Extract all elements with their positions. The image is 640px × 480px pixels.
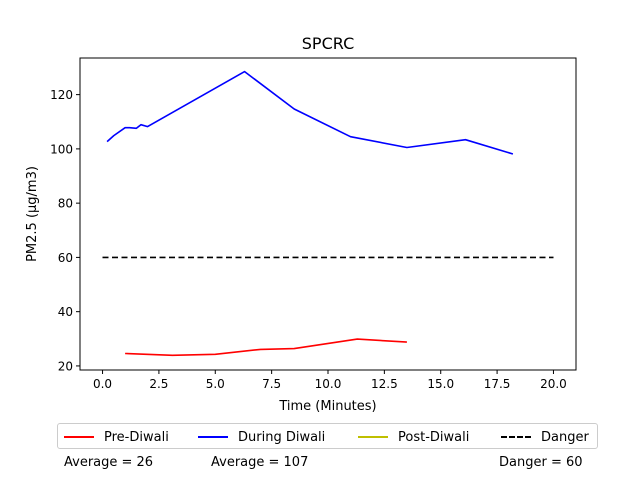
during-diwali-average-text: Average = 107: [211, 455, 309, 470]
x-tick-label: 15.0: [427, 377, 454, 391]
y-tick-label: 60: [58, 251, 73, 265]
plot-area: 0.0 2.5 5.0 7.5 10.0 12.5 15.0 17.5 20.0 20 40 60 80…: [50, 57, 577, 391]
legend-item-post-diwali: Post-Diwali: [358, 427, 469, 447]
legend-label-danger: Danger: [541, 429, 589, 445]
legend-swatch-post-diwali: [358, 436, 388, 438]
x-tick-label: 17.5: [484, 377, 511, 391]
y-tick-label: 120: [50, 88, 73, 102]
x-tick-label: 12.5: [371, 377, 398, 391]
pre-diwali-average-text: Average = 26: [64, 455, 154, 470]
axes-frame: [79, 57, 577, 371]
x-axis-label: Time (Minutes): [278, 399, 376, 414]
x-tick-label: 0.0: [93, 377, 112, 391]
x-tick-label: 10.0: [315, 377, 342, 391]
series-line-during-diwali: [106, 70, 514, 155]
legend-item-danger: Danger: [501, 427, 589, 447]
x-tick-label: 20.0: [540, 377, 567, 391]
legend-item-pre-diwali: Pre-Diwali: [64, 427, 169, 447]
y-axis-label: PM2.5 (µg/m3): [25, 166, 40, 262]
y-tick-label: 20: [58, 359, 73, 373]
legend-label-pre-diwali: Pre-Diwali: [104, 429, 169, 445]
y-tick-label: 40: [58, 305, 73, 319]
chart-title: SPCRC: [302, 34, 354, 53]
legend-swatch-pre-diwali: [64, 436, 94, 438]
x-tick-label: 2.5: [149, 377, 168, 391]
chart-legend: Pre-Diwali During Diwali Post-Diwali Dan…: [57, 423, 598, 449]
y-tick-label: 80: [58, 197, 73, 211]
x-tick-label: 5.0: [206, 377, 225, 391]
danger-threshold-text: Danger = 60: [499, 455, 583, 470]
y-tick-label: 100: [50, 142, 73, 156]
legend-swatch-danger: [501, 436, 531, 438]
legend-label-post-diwali: Post-Diwali: [398, 429, 470, 445]
legend-swatch-during-diwali: [198, 436, 228, 438]
series-line-pre-diwali: [125, 338, 407, 357]
legend-item-during-diwali: During Diwali: [198, 427, 325, 447]
legend-label-during-diwali: During Diwali: [238, 429, 326, 445]
x-tick-label: 7.5: [262, 377, 281, 391]
